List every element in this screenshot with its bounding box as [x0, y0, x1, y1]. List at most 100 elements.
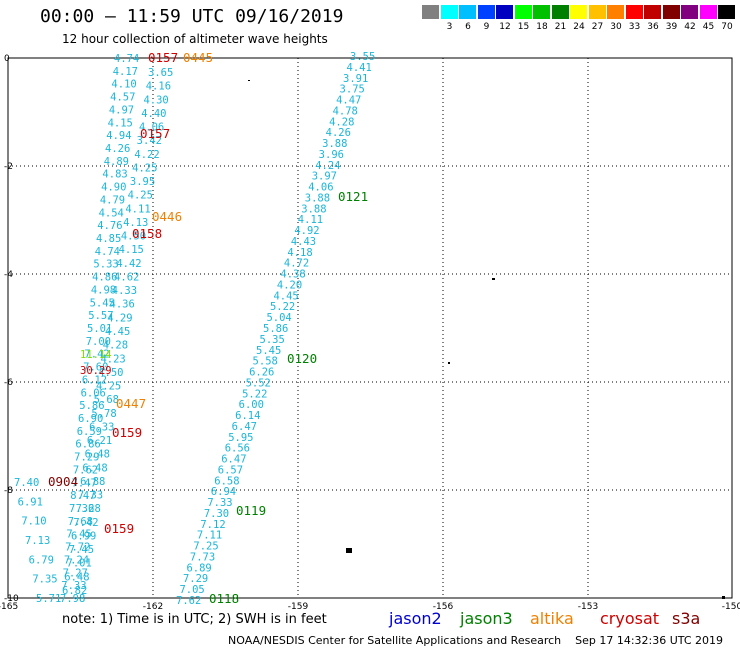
wave-height-value: 6.48 [82, 462, 107, 474]
y-tick-label: -4 [4, 270, 13, 280]
wave-height-value: 4.28 [329, 116, 354, 128]
wave-height-value: 5.71 [36, 593, 61, 605]
map-subtitle: 12 hour collection of altimeter wave hei… [62, 32, 328, 46]
wave-height-value: 4.28 [103, 340, 128, 352]
wave-height-value: 4.54 [99, 207, 124, 219]
wave-height-value: 8.47 [70, 490, 95, 502]
wave-height-value: 4.90 [101, 182, 126, 194]
wave-height-value: 7.62 [176, 595, 201, 607]
wave-height-value: 4.76 [97, 220, 122, 232]
wave-height-value: 4.43 [291, 236, 316, 248]
wave-height-value: 7.35 [32, 574, 57, 586]
legend-swatch [440, 5, 458, 19]
wave-height-value: 4.25 [96, 381, 121, 393]
wave-height-value: 4.13 [123, 217, 148, 229]
legend-label: 70 [721, 22, 733, 32]
wave-height-value: 6.82 [62, 585, 87, 597]
wave-height-value: 3.88 [305, 192, 330, 204]
wave-height-value: 6.89 [186, 562, 211, 574]
wave-height-value: 4.16 [146, 81, 171, 93]
y-tick-label: -10 [4, 594, 19, 604]
wave-height-value: 5.52 [246, 377, 271, 389]
pass-labels: 0157 0445 0157 0446 0158 0447 0159 0904 0159 0121… [48, 50, 368, 606]
island-marker [492, 278, 495, 280]
legend-swatch [681, 5, 698, 19]
wave-height-value: 7.01 [67, 558, 92, 570]
wave-height-value: 6.00 [239, 399, 264, 411]
satellite-name: cryosat [600, 609, 660, 628]
wave-height-value: 7.47 [72, 477, 97, 489]
wave-height-value: 5.45 [90, 297, 115, 309]
wave-height-value: 7.33 [207, 497, 232, 509]
wave-height-value: 5.35 [260, 334, 285, 346]
wave-height-value: 6.57 [218, 464, 243, 476]
wave-height-value: 7.13 [25, 535, 50, 547]
pass-number-label: 0120 [287, 351, 317, 366]
legend-swatch [533, 5, 550, 19]
wave-height-value: 6.79 [29, 554, 54, 566]
wave-height-value: 7.73 [190, 551, 215, 563]
legend-swatch [514, 5, 532, 19]
wave-height-value: 4.25 [128, 190, 153, 202]
x-tick-label: -162 [143, 602, 163, 612]
legend-swatch [662, 5, 680, 19]
wave-height-value: 5.45 [256, 345, 281, 357]
wave-height-value: 5.68 [94, 394, 119, 406]
wave-height-value: 6.48 [64, 571, 89, 583]
wave-height-value: 6.26 [249, 367, 274, 379]
map-title: 00:00 — 11:59 UTC 09/16/2019 [40, 6, 344, 27]
legend-swatch [644, 5, 661, 19]
wave-height-value: 3.88 [301, 203, 326, 215]
wave-height-value: 7.10 [21, 516, 46, 528]
legend-label: 18 [536, 22, 548, 32]
wave-height-value: 7.42 [84, 349, 109, 361]
wave-height-value: 5.01 [87, 323, 112, 335]
pass-number-label: 0158 [132, 226, 162, 241]
x-tick-label: -165 [0, 602, 18, 612]
wave-height-value: 7.45 [69, 544, 94, 556]
legend-label: 12 [499, 22, 511, 32]
wave-height-value: 5.58 [253, 356, 278, 368]
wave-height-value: 7.72 [65, 542, 90, 554]
wave-height-value: 7.33 [61, 580, 86, 592]
wave-height-value: 4.94 [106, 130, 131, 142]
x-tick-label: -153 [578, 602, 598, 612]
legend-label: 39 [665, 22, 678, 32]
island-marker [346, 548, 352, 553]
pass-number-label: 0121 [338, 189, 368, 204]
legend-label: 42 [684, 22, 696, 32]
wave-height-value: 7.98 [60, 593, 85, 605]
legend-label: 27 [591, 22, 604, 32]
wave-height-value: 3.55 [350, 51, 375, 63]
pass-number-label: 0118 [209, 591, 239, 606]
wave-height-value: 5.86 [79, 400, 104, 412]
wave-height-value: 4.83 [102, 169, 127, 181]
wave-height-value: 7.33 [78, 490, 103, 502]
wave-height-value: 4.74 [95, 246, 120, 258]
wave-height-value: 3.91 [343, 73, 368, 85]
wave-height-value: 4.50 [121, 231, 146, 243]
island-markers [248, 80, 725, 599]
wave-height-value: 4.45 [273, 290, 298, 302]
wave-height-value: 6.47 [232, 421, 257, 433]
wave-height-value: 4.10 [111, 79, 136, 91]
wave-height-value: 4.41 [347, 62, 372, 74]
x-tick-label: -159 [288, 602, 309, 612]
pass-number-label: 0157 [140, 126, 170, 141]
wave-height-value: 7.00 [86, 336, 111, 348]
wave-height-value: 4.97 [109, 104, 134, 116]
wave-height-value: 7.36 [69, 503, 94, 515]
wave-height-value: 3.65 [148, 67, 173, 79]
wave-height-value: 4.26 [105, 143, 130, 155]
wave-height-value: 4.18 [287, 247, 312, 259]
legend-label: 21 [554, 22, 567, 32]
wave-height-value: 7.42 [73, 517, 98, 529]
wave-height-value: 6.88 [80, 476, 105, 488]
wave-height-value: 4.50 [98, 367, 123, 379]
wave-height-value: 4.62 [114, 271, 139, 283]
wave-height-value: 4.98 [91, 284, 116, 296]
pass-number-label: 0159 [104, 521, 134, 536]
pass-number-label: 0445 [183, 50, 213, 65]
wave-height-value: 4.11 [298, 214, 323, 226]
wave-height-value: 4.17 [113, 66, 138, 78]
